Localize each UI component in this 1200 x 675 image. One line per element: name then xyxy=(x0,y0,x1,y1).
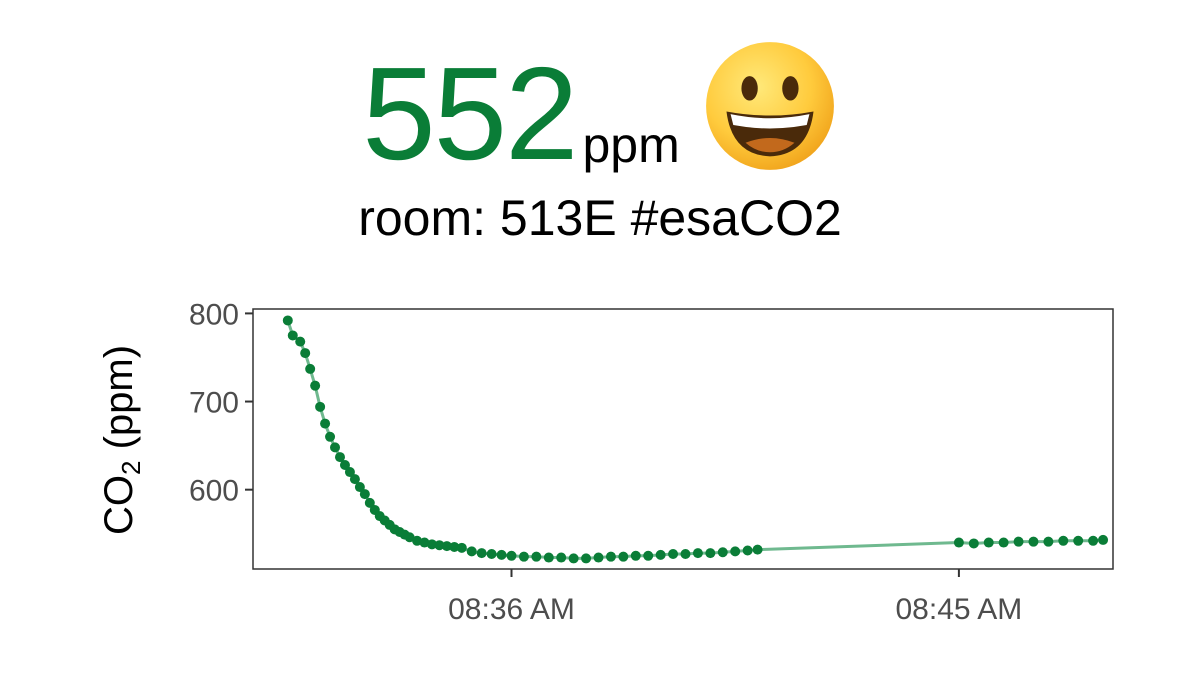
data-point xyxy=(543,552,554,563)
data-point xyxy=(983,537,994,548)
data-point xyxy=(742,545,753,556)
data-point xyxy=(581,553,592,564)
data-point xyxy=(426,539,437,550)
data-point xyxy=(287,330,298,341)
x-tick-label: 08:45 AM xyxy=(896,593,1023,626)
data-point xyxy=(300,348,311,359)
data-point xyxy=(668,549,679,560)
data-point xyxy=(752,544,763,555)
data-point xyxy=(334,452,345,463)
data-point xyxy=(556,552,567,563)
data-point xyxy=(315,401,326,412)
y-tick-label: 700 xyxy=(189,387,239,420)
data-point xyxy=(618,551,629,562)
data-point xyxy=(680,549,691,560)
data-point xyxy=(1013,536,1024,547)
data-point xyxy=(692,548,703,559)
x-tick-label: 08:36 AM xyxy=(448,593,575,626)
data-point xyxy=(456,542,467,553)
data-point xyxy=(434,540,445,551)
y-axis-label-subscript: 2 xyxy=(116,461,146,475)
data-point xyxy=(364,497,375,508)
data-point xyxy=(968,538,979,549)
data-point xyxy=(349,474,360,485)
data-point xyxy=(593,552,604,563)
data-point xyxy=(655,549,666,560)
data-point xyxy=(1073,535,1084,546)
co2-value: 552 xyxy=(362,40,578,187)
data-point xyxy=(449,541,460,552)
data-point xyxy=(1098,534,1109,545)
y-axis-label: CO2 (ppm) xyxy=(97,345,146,535)
data-point xyxy=(476,548,487,559)
data-point xyxy=(1028,536,1039,547)
data-point xyxy=(441,541,452,552)
data-point xyxy=(344,467,355,478)
data-point xyxy=(518,551,529,562)
data-point xyxy=(1088,535,1099,546)
room-label: room: 513E #esaCO2 xyxy=(358,190,842,246)
data-point xyxy=(486,549,497,560)
data-point xyxy=(310,380,321,391)
data-point xyxy=(643,550,654,561)
data-point xyxy=(506,550,517,561)
data-point xyxy=(630,550,641,561)
data-point xyxy=(359,489,370,500)
y-tick-label: 600 xyxy=(189,475,239,508)
data-point xyxy=(568,553,579,564)
data-point xyxy=(404,532,415,543)
data-point xyxy=(496,549,507,560)
data-point xyxy=(466,546,477,557)
y-tick-label: 800 xyxy=(189,298,239,331)
data-point xyxy=(1043,536,1054,547)
data-point xyxy=(330,442,341,453)
series-layer xyxy=(282,315,1109,564)
data-point xyxy=(320,418,331,429)
plot-panel xyxy=(252,308,1114,570)
data-point xyxy=(730,546,741,557)
grinning-face-icon xyxy=(705,42,834,170)
data-point xyxy=(531,551,542,562)
data-point xyxy=(998,537,1009,548)
data-point xyxy=(354,482,365,493)
data-point xyxy=(605,551,616,562)
data-point xyxy=(953,537,964,548)
data-point xyxy=(282,315,293,326)
data-point xyxy=(295,336,306,347)
data-point xyxy=(419,537,430,548)
data-point xyxy=(325,431,336,442)
axes-layer: 800 700 600 08:36 AM 08:45 AM xyxy=(189,298,1022,626)
data-point xyxy=(1058,535,1069,546)
data-point xyxy=(412,535,423,546)
co2-unit: ppm xyxy=(582,117,680,173)
data-point xyxy=(305,363,316,374)
data-point xyxy=(717,547,728,558)
data-point xyxy=(339,460,350,470)
data-point xyxy=(705,548,716,559)
reading-header: 552 ppm xyxy=(0,40,1200,180)
